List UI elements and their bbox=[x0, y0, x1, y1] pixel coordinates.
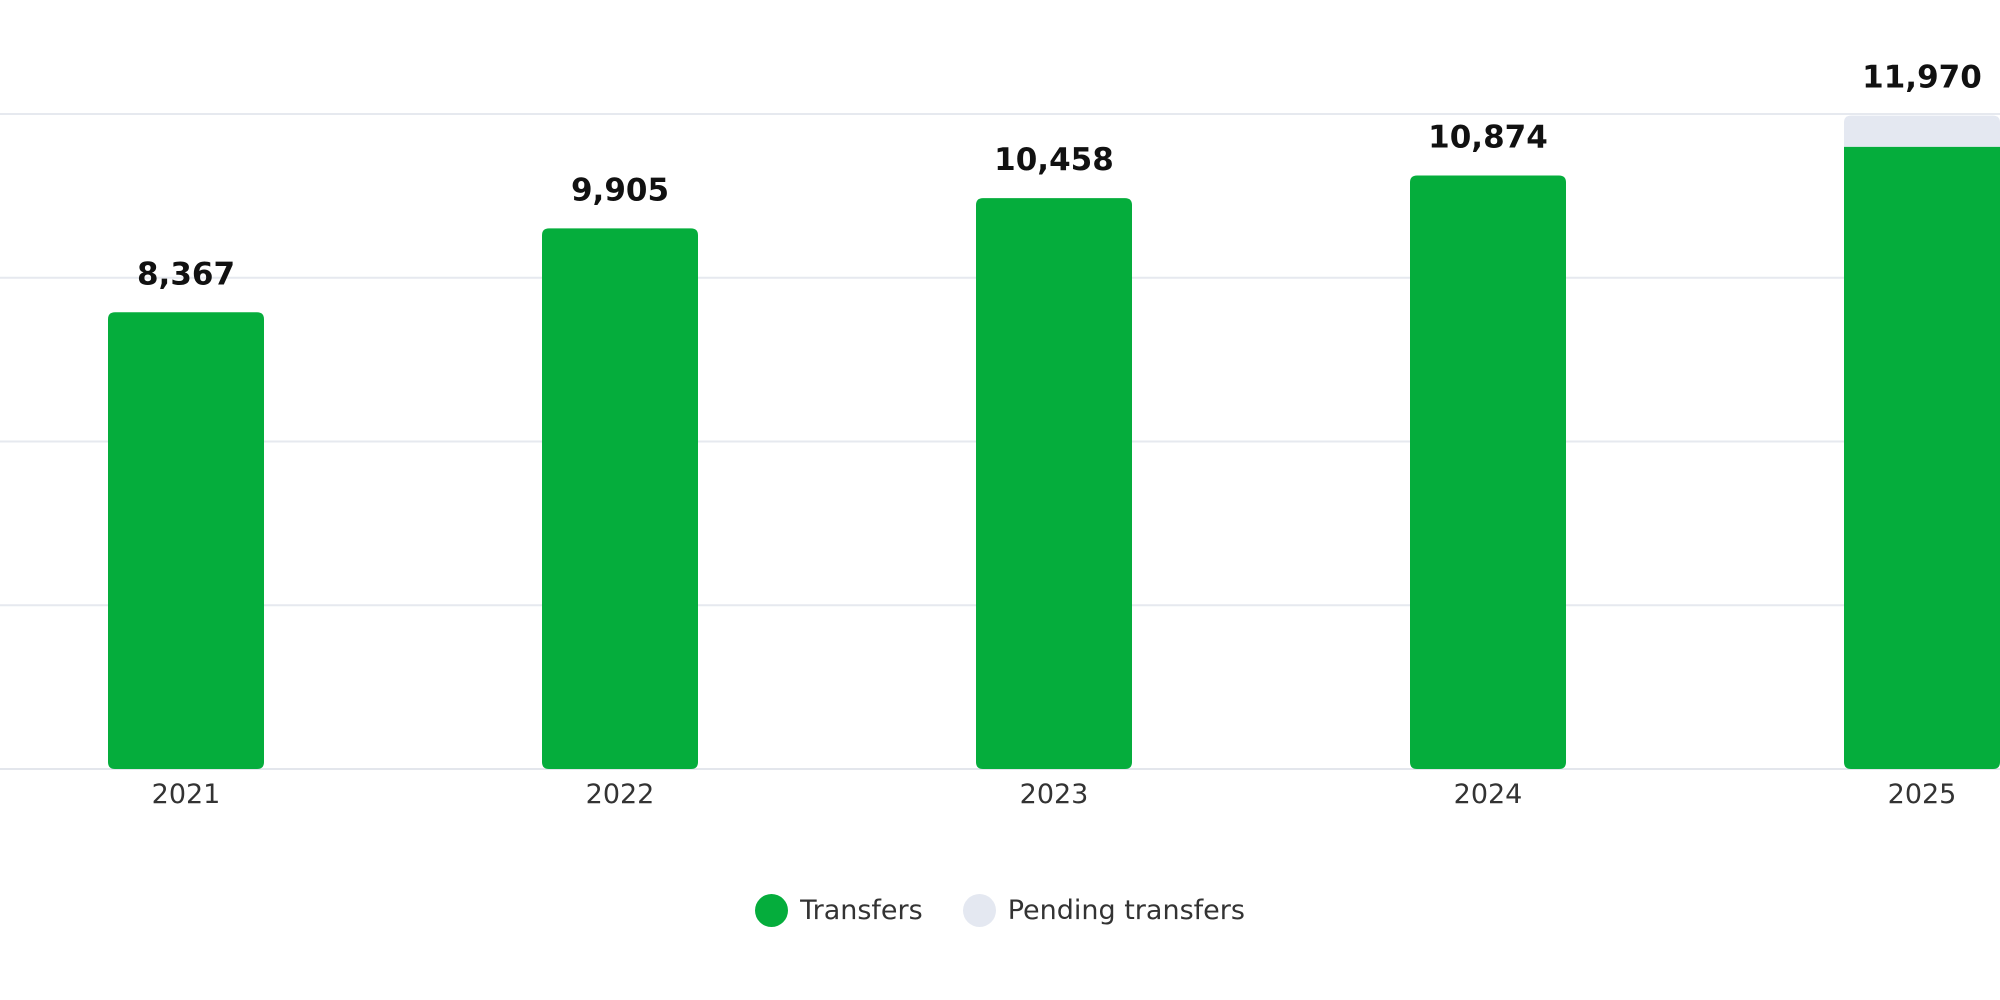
value-label-2023: 10,458 bbox=[994, 142, 1114, 178]
legend-item-pending-transfers[interactable]: Pending transfers bbox=[962, 894, 1245, 927]
value-label-2024: 10,874 bbox=[1428, 119, 1548, 155]
x-tick-label-2024: 2024 bbox=[1454, 779, 1523, 810]
value-label-2021: 8,367 bbox=[137, 256, 235, 292]
pending-transfers-swatch-icon bbox=[962, 894, 996, 927]
bar-transfers-2021[interactable] bbox=[108, 312, 264, 769]
bar-transfers-2023[interactable] bbox=[976, 198, 1132, 770]
x-tick-label-2022: 2022 bbox=[586, 779, 655, 810]
legend-label-transfers: Transfers bbox=[800, 895, 923, 926]
bars bbox=[108, 115, 2000, 770]
value-label-2022: 9,905 bbox=[571, 172, 669, 208]
bar-transfers-2024[interactable] bbox=[1410, 175, 1566, 770]
x-tick-label-2023: 2023 bbox=[1020, 779, 1089, 810]
bar-transfers-2022[interactable] bbox=[542, 228, 698, 770]
value-label-2025: 11,970 bbox=[1862, 60, 1982, 96]
legend: Transfers Pending transfers bbox=[0, 894, 2000, 927]
transfers-swatch-icon bbox=[755, 894, 789, 927]
bar-pending-transfers-2025[interactable] bbox=[1844, 115, 2000, 147]
bar-transfers-2025[interactable] bbox=[1844, 146, 2000, 769]
x-axis-ticks: 2021 2022 2023 2024 2025 bbox=[152, 779, 1957, 810]
x-tick-label-2025: 2025 bbox=[1888, 779, 1957, 810]
value-labels: 8,367 9,905 10,458 10,874 11,970 bbox=[137, 60, 1982, 293]
legend-item-transfers[interactable]: Transfers bbox=[755, 894, 923, 927]
legend-label-pending-transfers: Pending transfers bbox=[1007, 895, 1245, 926]
x-tick-label-2021: 2021 bbox=[152, 779, 221, 810]
